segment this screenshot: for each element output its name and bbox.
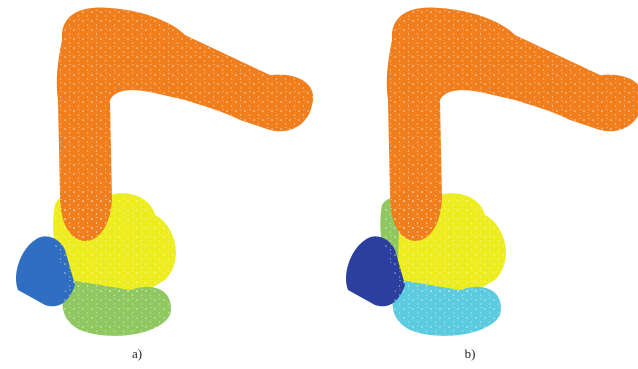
figure: a) b) (0, 0, 638, 369)
panel-b: b) (346, 7, 638, 361)
panel-a: a) (16, 7, 313, 361)
panel-label: a) (132, 346, 142, 361)
panel-label: b) (465, 346, 476, 361)
